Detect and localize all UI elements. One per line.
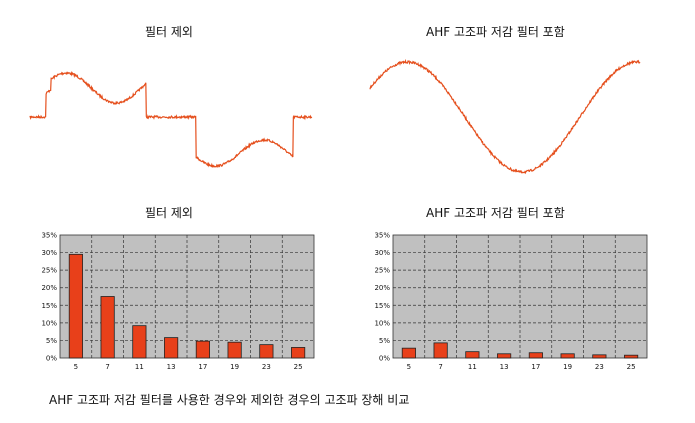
y-tick-label: 0% bbox=[379, 355, 390, 363]
bar-h23 bbox=[592, 354, 607, 359]
x-tick-label: 5 bbox=[74, 363, 78, 371]
y-tick-label: 20% bbox=[41, 284, 57, 292]
chart-title-no-filter: 필터 제외 bbox=[145, 206, 193, 220]
x-tick-label: 23 bbox=[262, 363, 271, 371]
bar-h5 bbox=[68, 253, 83, 359]
x-tick-label: 13 bbox=[167, 363, 176, 371]
bar-h11 bbox=[465, 351, 480, 359]
bar-h13 bbox=[497, 353, 512, 359]
y-tick-label: 15% bbox=[41, 302, 57, 310]
bar-h17 bbox=[195, 340, 210, 359]
waveform-title-no-filter: 필터 제외 bbox=[145, 25, 193, 39]
bar-h7 bbox=[433, 342, 448, 359]
x-tick-label: 11 bbox=[135, 363, 144, 371]
y-tick-label: 10% bbox=[374, 319, 390, 327]
x-tick-label: 19 bbox=[230, 363, 239, 371]
waveform-trace-no-filter bbox=[29, 70, 313, 169]
x-tick-label: 23 bbox=[595, 363, 604, 371]
y-tick-label: 30% bbox=[41, 249, 57, 257]
y-tick-label: 15% bbox=[374, 302, 390, 310]
harmonic-bar-chart-no-filter: 0% 5% 10% 15% 20% 25% 30% 35% 5 7 11 13 17 19 23 25 bbox=[41, 232, 315, 371]
y-tick-label: 35% bbox=[374, 232, 390, 240]
y-tick-label: 35% bbox=[41, 232, 57, 240]
bar-h7 bbox=[100, 296, 115, 359]
y-tick-label: 5% bbox=[379, 337, 390, 345]
waveform-with-filter bbox=[369, 58, 641, 175]
x-tick-label: 17 bbox=[531, 363, 540, 371]
x-tick-label: 19 bbox=[563, 363, 572, 371]
bar-h11 bbox=[132, 325, 147, 359]
x-tick-label: 5 bbox=[407, 363, 411, 371]
x-tick-label: 25 bbox=[627, 363, 636, 371]
bar-h25 bbox=[291, 347, 306, 359]
x-tick-label: 7 bbox=[438, 363, 442, 371]
y-tick-label: 30% bbox=[374, 249, 390, 257]
y-tick-label: 10% bbox=[41, 319, 57, 327]
bar-h17 bbox=[528, 352, 543, 359]
figure-caption: AHF 고조파 저감 필터를 사용한 경우와 제외한 경우의 고조파 장해 비교 bbox=[49, 393, 410, 407]
bar-h19 bbox=[227, 341, 242, 359]
y-tick-label: 0% bbox=[46, 355, 57, 363]
x-tick-label: 7 bbox=[105, 363, 109, 371]
bar-h25 bbox=[624, 354, 639, 359]
x-tick-label: 17 bbox=[198, 363, 207, 371]
bar-h13 bbox=[164, 337, 179, 359]
waveform-title-with-filter: AHF 고조파 저감 필터 포함 bbox=[426, 25, 565, 39]
harmonic-bar-chart-with-filter: 0% 5% 10% 15% 20% 25% 30% 35% 5 7 11 13 17 19 23 25 bbox=[374, 232, 648, 371]
x-tick-label: 25 bbox=[294, 363, 303, 371]
x-tick-label: 11 bbox=[468, 363, 477, 371]
y-tick-label: 20% bbox=[374, 284, 390, 292]
waveform-no-filter bbox=[29, 70, 313, 169]
y-tick-label: 25% bbox=[374, 267, 390, 275]
y-tick-label: 5% bbox=[46, 337, 57, 345]
y-tick-label: 25% bbox=[41, 267, 57, 275]
bar-h19 bbox=[560, 353, 575, 359]
chart-title-with-filter: AHF 고조파 저감 필터 포함 bbox=[426, 206, 565, 220]
waveform-trace-with-filter bbox=[369, 58, 641, 175]
x-tick-label: 13 bbox=[500, 363, 509, 371]
bar-h23 bbox=[259, 344, 274, 359]
bar-h5 bbox=[401, 347, 416, 359]
